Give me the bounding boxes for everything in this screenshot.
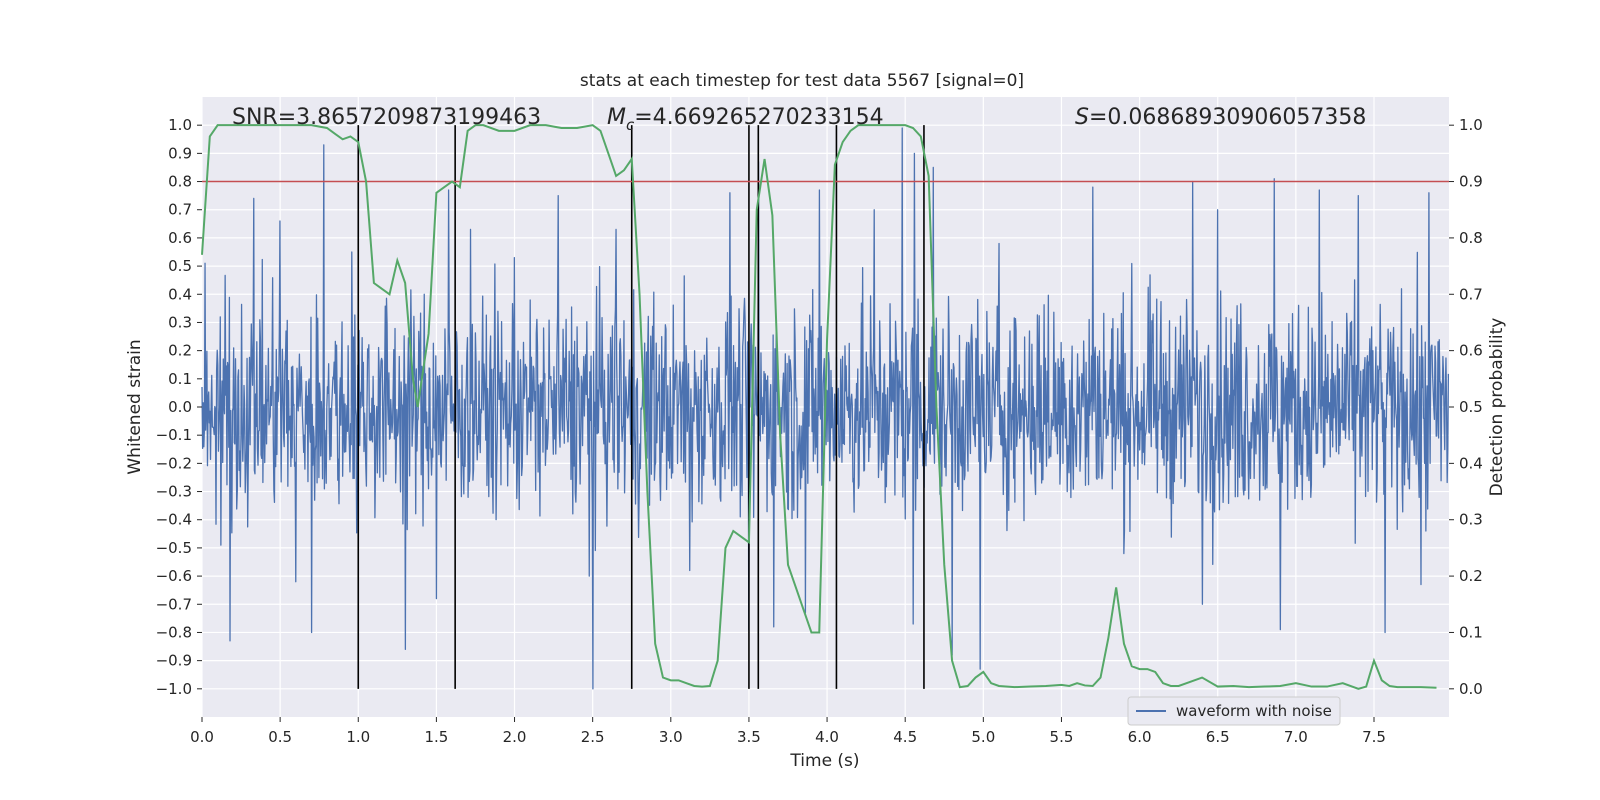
x-tick-label: 0.0	[190, 728, 214, 746]
y-tick-label: 0.9	[168, 144, 192, 162]
chirp-mass-subscript: c	[626, 116, 635, 134]
x-tick-label: 0.5	[268, 728, 292, 746]
x-tick-label: 2.5	[581, 728, 605, 746]
y-tick-label: 0.2	[168, 342, 192, 360]
chirp-mass-annotation: Mc=4.669265270233154	[607, 105, 884, 134]
x-tick-label: 1.0	[346, 728, 370, 746]
y2-axis-label: Detection probability	[1487, 318, 1507, 497]
y-tick-label: 0.0	[168, 398, 192, 416]
x-tick-label: 4.5	[893, 728, 917, 746]
vertical-markers	[357, 125, 925, 689]
y-tick-label: 1.0	[168, 116, 192, 134]
y-tick-label: 0.7	[168, 201, 192, 219]
y-tick-label: −0.8	[156, 623, 192, 641]
y2-tick-label: 0.5	[1459, 398, 1483, 416]
y-tick-label: 0.1	[168, 370, 192, 388]
y-tick-label: 0.4	[168, 285, 192, 303]
x-tick-label: 7.0	[1284, 728, 1308, 746]
y-axis-label: Whitened strain	[125, 339, 145, 474]
y2-tick-label: 0.3	[1459, 511, 1483, 529]
y2-tick-label: 0.1	[1459, 623, 1483, 641]
x-tick-label: 6.0	[1128, 728, 1152, 746]
s-annotation: S=0.06868930906057358	[1075, 105, 1366, 130]
x-tick-label: 5.5	[1050, 728, 1074, 746]
y2-tick-label: 0.6	[1459, 342, 1483, 360]
y-tick-label: 0.6	[168, 229, 192, 247]
x-tick-label: 3.5	[737, 728, 761, 746]
y2-tick-label: 0.8	[1459, 229, 1483, 247]
chirp-mass-symbol: M	[607, 105, 626, 130]
y-tick-label: −0.6	[156, 567, 192, 585]
y2-tick-label: 1.0	[1459, 116, 1483, 134]
x-tick-label: 2.0	[503, 728, 527, 746]
chirp-mass-value: =4.669265270233154	[634, 105, 883, 130]
y2-tick-label: 0.0	[1459, 680, 1483, 698]
y-axis-left: −1.0 −0.9 −0.8 −0.7 −0.6 −0.5 −0.4 −0.3 −0.2 −0.1…	[156, 116, 202, 698]
y-axis-right: 0.0 0.1 0.2 0.3 0.4 0.5 0.6 0.7 0.8 0.9 1.0	[1449, 116, 1483, 698]
y-tick-label: −0.2	[156, 454, 192, 472]
x-tick-label: 7.5	[1362, 728, 1386, 746]
y2-tick-label: 0.7	[1459, 285, 1483, 303]
x-tick-label: 4.0	[815, 728, 839, 746]
x-tick-label: 3.0	[659, 728, 683, 746]
legend-box	[1127, 696, 1341, 726]
x-axis-label: Time (s)	[789, 751, 859, 771]
y-tick-label: −0.9	[156, 652, 192, 670]
detection-probability-line	[201, 124, 1437, 690]
x-tick-label: 5.0	[971, 728, 995, 746]
y-tick-label: −0.3	[156, 483, 192, 501]
chart-title: stats at each timestep for test data 556…	[580, 71, 1024, 91]
x-tick-label: 1.5	[424, 728, 448, 746]
y-tick-label: −0.7	[156, 595, 192, 613]
y2-tick-label: 0.2	[1459, 567, 1483, 585]
y-tick-label: −0.4	[156, 511, 192, 529]
y-tick-label: 0.8	[168, 173, 192, 191]
detection-probability-series	[201, 124, 1437, 690]
y-tick-label: −1.0	[156, 680, 192, 698]
s-symbol: S	[1075, 105, 1089, 130]
legend: waveform with noise	[1127, 696, 1341, 726]
y2-tick-label: 0.9	[1459, 173, 1483, 191]
x-tick-label: 6.5	[1206, 728, 1230, 746]
y-tick-label: −0.5	[156, 539, 192, 557]
legend-label-waveform: waveform with noise	[1176, 702, 1332, 720]
y2-tick-label: 0.4	[1459, 454, 1483, 472]
y-tick-label: 0.3	[168, 313, 192, 331]
y-tick-label: −0.1	[156, 426, 192, 444]
y-tick-label: 0.5	[168, 257, 192, 275]
s-value: =0.06868930906057358	[1089, 105, 1366, 130]
snr-annotation: SNR=3.8657209873199463	[232, 105, 541, 130]
x-axis: 0.0 0.5 1.0 1.5 2.0 2.5 3.0 3.5 4.0 4.5 5.0 5.5 6.0 6…	[190, 717, 1386, 746]
